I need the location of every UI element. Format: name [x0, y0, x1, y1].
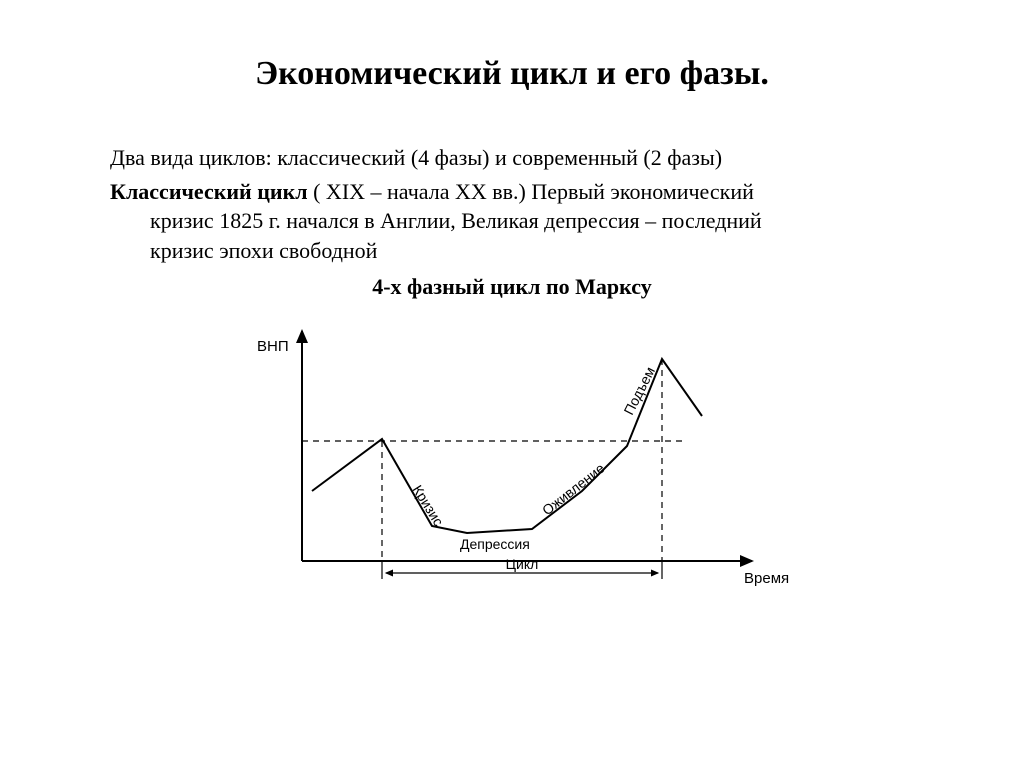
svg-text:Время: Время [744, 570, 789, 587]
paragraph-1: Два вида циклов: классический (4 фазы) и… [110, 143, 914, 173]
para2-line2: кризис 1825 г. начался в Англии, Великая… [110, 206, 914, 236]
svg-text:ВНП: ВНП [257, 338, 289, 355]
svg-text:Цикл: Цикл [506, 556, 539, 572]
subheading: 4-х фазный цикл по Марксу [110, 272, 914, 302]
cycle-chart: ВНП Время Кризис Депрессия Оживление Подъем Ци… [232, 311, 792, 611]
body-text: Два вида циклов: классический (4 фазы) и… [110, 143, 914, 301]
para2-lead-bold: Классический цикл [110, 179, 308, 204]
para2-line3: кризис эпохи свободной [110, 236, 914, 266]
chart-container: ВНП Время Кризис Депрессия Оживление Подъем Ци… [60, 311, 964, 611]
para2-lead-rest: ( XIX – начала XX вв.) Первый экономичес… [308, 179, 754, 204]
page-title: Экономический цикл и его фазы. [60, 55, 964, 93]
paragraph-2: Классический цикл ( XIX – начала XX вв.)… [110, 177, 914, 266]
svg-text:Оживление: Оживление [539, 460, 608, 519]
svg-text:Депрессия: Депрессия [460, 536, 530, 552]
svg-text:Кризис: Кризис [409, 483, 446, 530]
svg-text:Подъем: Подъем [620, 365, 658, 418]
